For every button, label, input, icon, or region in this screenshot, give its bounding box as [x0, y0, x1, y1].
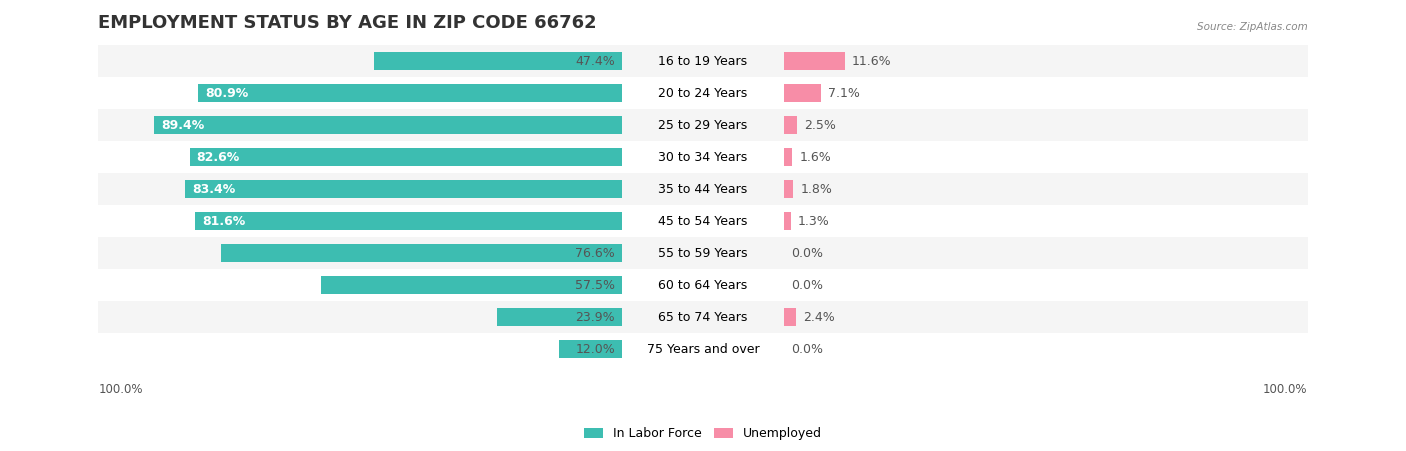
Text: 81.6%: 81.6% [202, 215, 245, 228]
Text: 1.6%: 1.6% [799, 151, 831, 164]
Text: 83.4%: 83.4% [193, 183, 236, 196]
Text: 1.3%: 1.3% [797, 215, 830, 228]
Text: 11.6%: 11.6% [852, 55, 891, 68]
Text: 16 to 19 Years: 16 to 19 Years [658, 55, 748, 68]
Text: 60 to 64 Years: 60 to 64 Years [658, 279, 748, 292]
Text: 7.1%: 7.1% [828, 87, 860, 100]
Legend: In Labor Force, Unemployed: In Labor Force, Unemployed [583, 427, 823, 440]
Text: EMPLOYMENT STATUS BY AGE IN ZIP CODE 66762: EMPLOYMENT STATUS BY AGE IN ZIP CODE 667… [98, 14, 598, 32]
Text: 1.8%: 1.8% [800, 183, 832, 196]
Text: 57.5%: 57.5% [575, 279, 614, 292]
Text: 100.0%: 100.0% [98, 383, 143, 396]
Text: 20 to 24 Years: 20 to 24 Years [658, 87, 748, 100]
Text: 75 Years and over: 75 Years and over [647, 343, 759, 356]
Text: 82.6%: 82.6% [197, 151, 240, 164]
Text: 65 to 74 Years: 65 to 74 Years [658, 311, 748, 324]
Text: 35 to 44 Years: 35 to 44 Years [658, 183, 748, 196]
Text: 12.0%: 12.0% [575, 343, 614, 356]
Text: 45 to 54 Years: 45 to 54 Years [658, 215, 748, 228]
Text: 80.9%: 80.9% [205, 87, 249, 100]
Text: 2.4%: 2.4% [803, 311, 835, 324]
Text: Source: ZipAtlas.com: Source: ZipAtlas.com [1197, 22, 1308, 32]
Text: 55 to 59 Years: 55 to 59 Years [658, 247, 748, 260]
Text: 100.0%: 100.0% [1263, 383, 1308, 396]
Text: 2.5%: 2.5% [804, 119, 835, 132]
Text: 0.0%: 0.0% [790, 343, 823, 356]
Text: 25 to 29 Years: 25 to 29 Years [658, 119, 748, 132]
Text: 47.4%: 47.4% [575, 55, 614, 68]
Text: 0.0%: 0.0% [790, 279, 823, 292]
Text: 89.4%: 89.4% [160, 119, 204, 132]
Text: 23.9%: 23.9% [575, 311, 614, 324]
Text: 0.0%: 0.0% [790, 247, 823, 260]
Text: 76.6%: 76.6% [575, 247, 614, 260]
Text: 30 to 34 Years: 30 to 34 Years [658, 151, 748, 164]
